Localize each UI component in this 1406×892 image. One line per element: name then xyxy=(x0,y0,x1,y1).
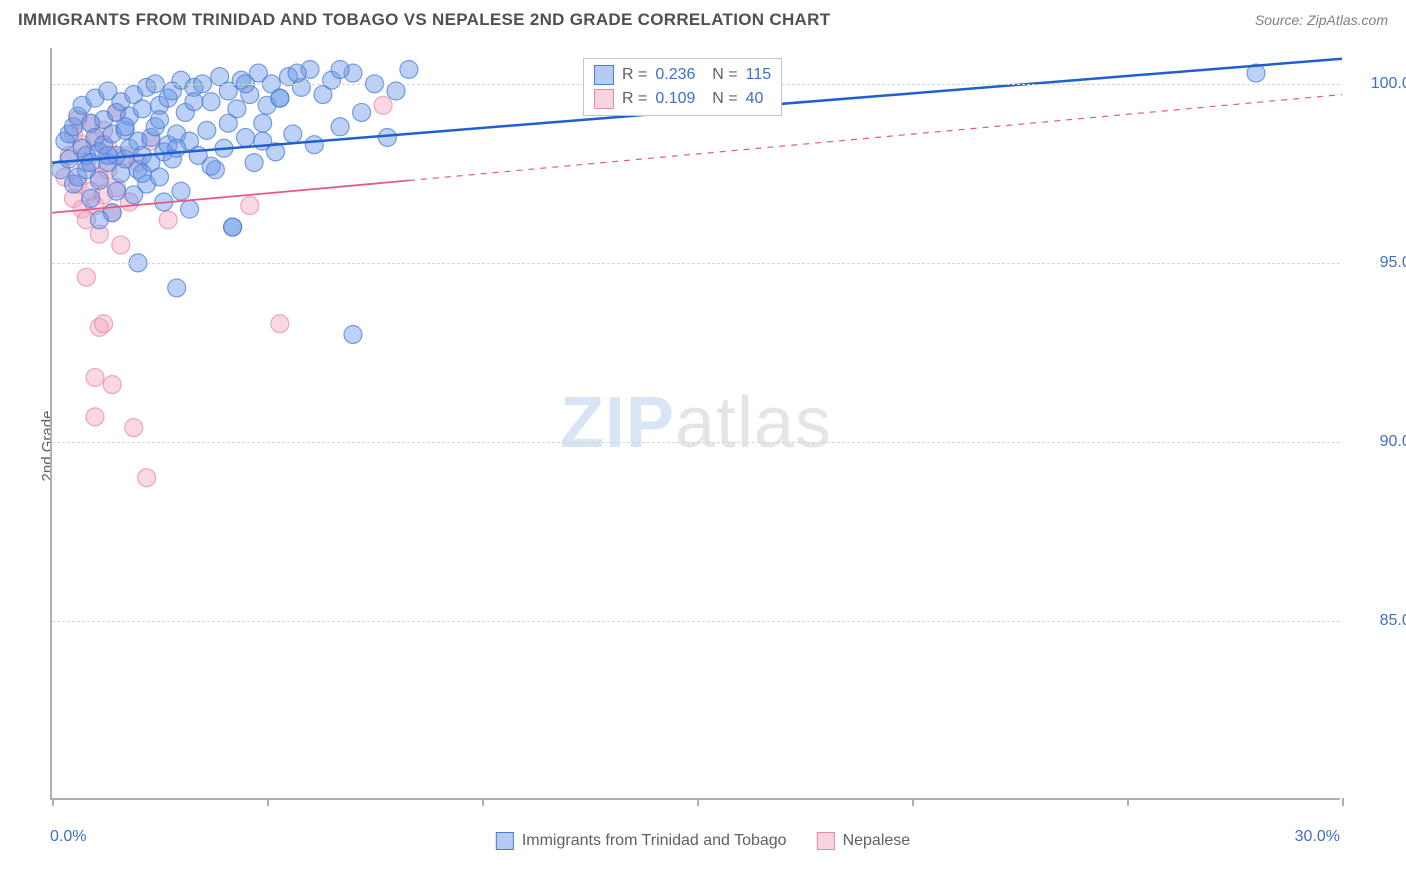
chart-title: IMMIGRANTS FROM TRINIDAD AND TOBAGO VS N… xyxy=(18,10,830,30)
scatter-overlay xyxy=(52,48,1342,800)
watermark: ZIPatlas xyxy=(560,382,832,464)
plot-area: ZIPatlas 85.0%90.0%95.0%100.0% xyxy=(50,48,1340,800)
stat-row-series2: R = 0.109 N = 40 xyxy=(594,87,771,111)
source-attribution: Source: ZipAtlas.com xyxy=(1255,12,1388,28)
x-max-label: 30.0% xyxy=(1295,828,1340,846)
stat-row-series1: R = 0.236 N = 115 xyxy=(594,63,771,87)
ytick-label: 90.0% xyxy=(1380,433,1406,451)
legend-bottom: Immigrants from Trinidad and Tobago Nepa… xyxy=(496,832,910,850)
ytick-label: 95.0% xyxy=(1380,254,1406,272)
ytick-label: 85.0% xyxy=(1380,612,1406,630)
x-min-label: 0.0% xyxy=(50,828,86,846)
legend-item-series2: Nepalese xyxy=(817,832,911,850)
swatch-series2 xyxy=(594,89,614,109)
swatch-series1 xyxy=(594,65,614,85)
legend-swatch-series1 xyxy=(496,832,514,850)
correlation-legend: R = 0.236 N = 115 R = 0.109 N = 40 xyxy=(583,58,782,116)
chart-area: ZIPatlas 85.0%90.0%95.0%100.0% xyxy=(50,48,1340,800)
legend-swatch-series2 xyxy=(817,832,835,850)
legend-item-series1: Immigrants from Trinidad and Tobago xyxy=(496,832,787,850)
ytick-label: 100.0% xyxy=(1371,75,1406,93)
